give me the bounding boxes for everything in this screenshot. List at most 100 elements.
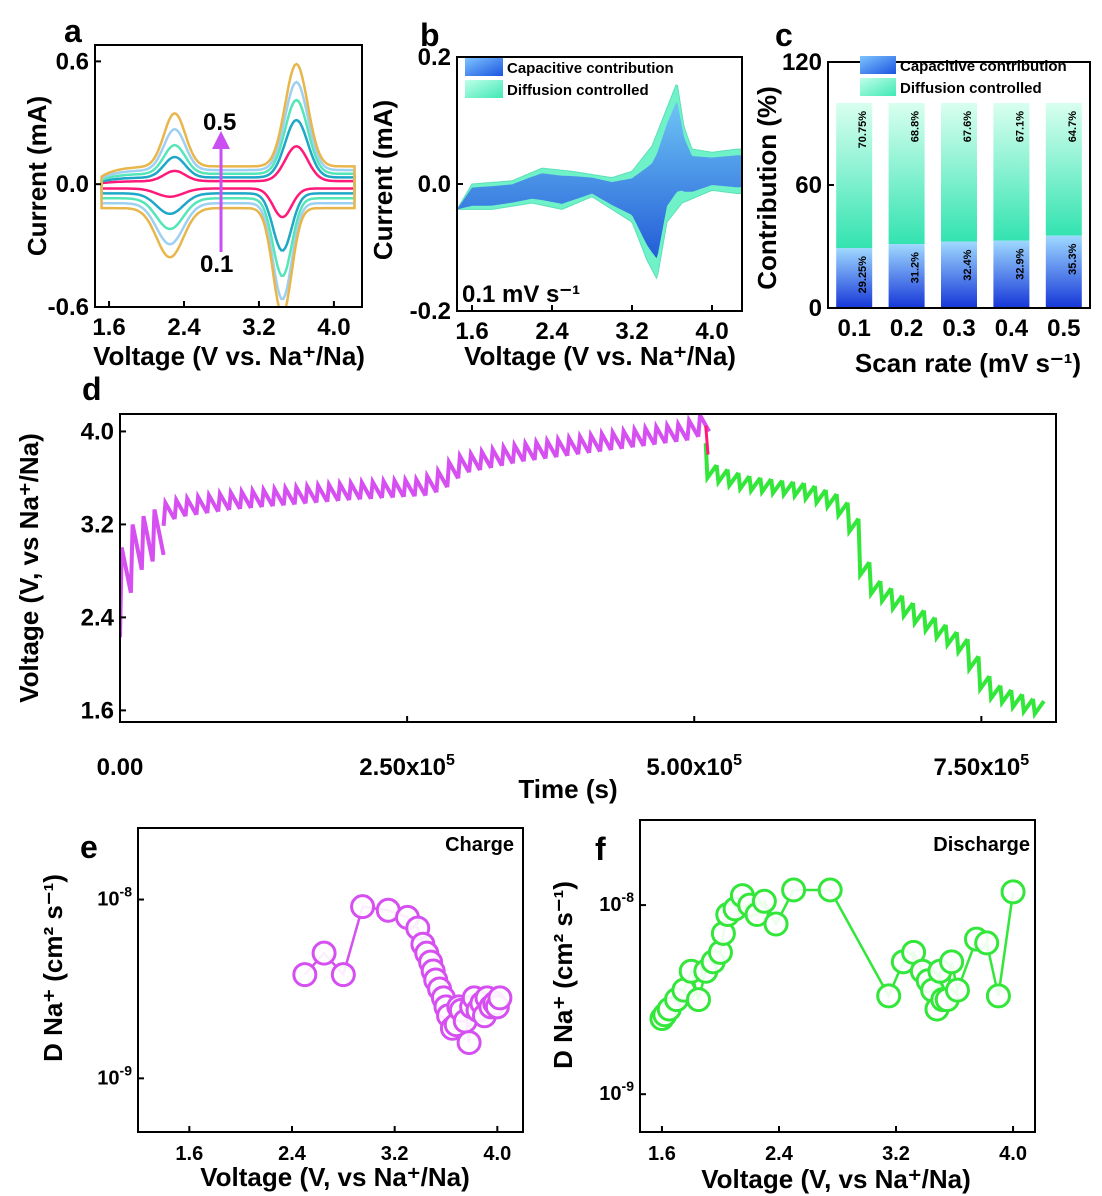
panel-e-frame — [137, 827, 524, 1133]
data-point — [939, 949, 965, 975]
legend-capacitive-label: Capacitive contribution — [507, 60, 674, 77]
label-diffusion-0.5: 64.7% — [1067, 111, 1079, 142]
panel-f-points — [649, 877, 1026, 1032]
panel-a-xtick-label: 2.4 — [167, 314, 201, 341]
panel-e-xlabel: Voltage (V, vs Na⁺/Na) — [200, 1162, 469, 1192]
legend-diffusion-label: Diffusion controlled — [507, 82, 649, 99]
bar-capacitive-0.3 — [941, 241, 977, 308]
panel-a-annotation-high: 0.5 — [203, 109, 236, 136]
panel-b-ylabel: Current (mA) — [368, 100, 398, 260]
panel-a-xlabel: Voltage (V vs. Na⁺/Na) — [93, 341, 365, 371]
panel-e-ylabel: D Na⁺ (cm² s⁻¹) — [38, 874, 68, 1062]
data-point — [974, 930, 1000, 956]
panel-e-letter: e — [80, 829, 98, 865]
data-point — [350, 894, 376, 920]
label-capacitive-0.4: 32.9% — [1014, 248, 1026, 279]
panel-c-letter: c — [775, 17, 793, 53]
gitt-discharge-curve — [703, 443, 1046, 720]
panel-f-ylabel: D Na⁺ (cm² s⁻¹) — [548, 881, 578, 1069]
panel-d-xtick-label: 5.00x105 — [646, 752, 742, 781]
panel-b-xlabel: Voltage (V vs. Na⁺/Na) — [464, 341, 736, 371]
panel-a-ytick-label: -0.6 — [48, 294, 89, 321]
panel-f: f 1.6 2.4 3.2 4.0 10-9 10-8 Discharge Voltage… — [548, 819, 1036, 1194]
cv-curve-0.5 — [100, 62, 356, 307]
data-point — [1000, 879, 1026, 905]
panel-b-xtick-label: 1.6 — [455, 318, 488, 345]
legend-c-capacitive-label: Capacitive contribution — [900, 58, 1067, 75]
panel-a-xtick-label: 3.2 — [242, 314, 275, 341]
gitt-switch-drop — [704, 425, 710, 455]
label-capacitive-0.5: 35.3% — [1067, 243, 1079, 274]
panel-c-ytick-label: 0 — [809, 295, 822, 322]
panel-d-ytick-label: 1.6 — [81, 697, 114, 724]
panel-e-annotation: Charge — [445, 834, 514, 856]
panel-a-frame — [94, 44, 363, 308]
panel-b-xtick-label: 4.0 — [695, 318, 728, 345]
panel-d-ytick-label: 3.2 — [81, 511, 114, 538]
panel-c-bars: 70.75% 29.25% 68.8% 31.2% 67.6% 32.4% 67.1% 32.… — [836, 103, 1082, 308]
panel-d-ytick-label: 4.0 — [81, 418, 114, 445]
panel-f-xtick-label: 4.0 — [999, 1143, 1027, 1165]
legend-capacitive-swatch — [465, 58, 503, 76]
gitt-curve — [120, 414, 1046, 720]
panel-f-letter: f — [595, 831, 606, 867]
panel-a-letter: a — [64, 13, 82, 49]
bar-diffusion-0.1 — [836, 103, 873, 249]
panel-d-letter: d — [82, 371, 102, 407]
panel-c-xtick-label: 0.1 — [838, 315, 871, 342]
panel-b-xtick-label: 3.2 — [615, 318, 648, 345]
panel-c-ytick-label: 120 — [782, 49, 822, 76]
panel-f-xtick-label: 1.6 — [648, 1143, 676, 1165]
bar-diffusion-0.2 — [888, 103, 925, 245]
panel-d-frame — [119, 413, 1057, 723]
bar-capacitive-0.5 — [1045, 235, 1082, 308]
panel-e-ytick-label: 10-8 — [97, 884, 132, 911]
panel-a-ytick-label: 0.0 — [56, 171, 89, 198]
label-diffusion-0.1: 70.75% — [857, 111, 869, 149]
capacitive-area — [457, 102, 742, 259]
panel-c-ylabel: Contribution (%) — [752, 86, 782, 290]
panel-d-xtick-label: 2.50x105 — [359, 752, 455, 781]
panel-c: c 70.75% 29.25% 68.8% 31.2% 67.6% 32.4% 67.1% 3… — [752, 17, 1091, 378]
panel-d-xlabel: Time (s) — [518, 774, 617, 804]
panel-d-ytick-label: 2.4 — [81, 604, 115, 631]
panel-f-ytick-label: 10-8 — [599, 889, 634, 916]
panel-f-axes: 1.6 2.4 3.2 4.0 10-9 10-8 — [599, 889, 1027, 1165]
panel-d-ylabel: Voltage (V, vs Na⁺/Na) — [14, 433, 44, 702]
panel-e-ytick-label: 10-9 — [97, 1062, 132, 1089]
bar-capacitive-0.4 — [993, 240, 1030, 308]
label-diffusion-0.2: 68.8% — [910, 111, 922, 142]
bar-capacitive-0.2 — [888, 244, 925, 308]
panel-c-xtick-label: 0.5 — [1047, 315, 1080, 342]
data-point — [781, 877, 807, 903]
bar-diffusion-0.3 — [941, 103, 977, 242]
panel-c-axes: 0.1 0.2 0.3 0.4 0.5 0 60 120 — [782, 49, 1081, 342]
gitt-charge-curve — [120, 414, 711, 638]
legend-c-diffusion-label: Diffusion controlled — [900, 80, 1042, 97]
panel-e-points — [292, 894, 513, 1056]
panel-b-ytick-label: 0.0 — [418, 171, 451, 198]
panel-c-xtick-label: 0.4 — [995, 315, 1029, 342]
panel-a-ylabel: Current (mA) — [22, 96, 52, 256]
panel-a-xtick-label: 4.0 — [317, 314, 350, 341]
panel-d: d 0.00 2.50x105 5.00x105 7.50x105 1.6 2.4 3.2 4… — [14, 371, 1057, 804]
panel-a-xtick-label: 1.6 — [92, 314, 125, 341]
bar-capacitive-0.1 — [836, 248, 873, 308]
panel-b-axes: 1.6 2.4 3.2 4.0 -0.2 0.0 0.2 — [410, 44, 729, 345]
data-point — [763, 911, 789, 937]
legend-diffusion-swatch — [465, 80, 503, 98]
panel-a-cv-curves — [100, 62, 356, 307]
panel-f-xlabel: Voltage (V, vs Na⁺/Na) — [701, 1164, 970, 1194]
legend-c-capacitive-swatch — [860, 56, 896, 74]
panel-f-annotation: Discharge — [933, 834, 1030, 856]
legend-c-diffusion-swatch — [860, 78, 896, 96]
panel-a-ytick-label: 0.6 — [56, 48, 89, 75]
data-point — [311, 940, 337, 966]
panel-e: e 1.6 2.4 3.2 4.0 10-9 10-8 Charge Voltage (V… — [38, 827, 524, 1192]
panel-b-letter: b — [420, 17, 440, 53]
panel-e-xtick-label: 2.4 — [278, 1143, 307, 1165]
data-point — [985, 983, 1011, 1009]
panel-b-ytick-label: 0.2 — [418, 44, 451, 71]
panel-a-annotation-low: 0.1 — [200, 251, 233, 278]
label-diffusion-0.3: 67.6% — [962, 111, 974, 142]
